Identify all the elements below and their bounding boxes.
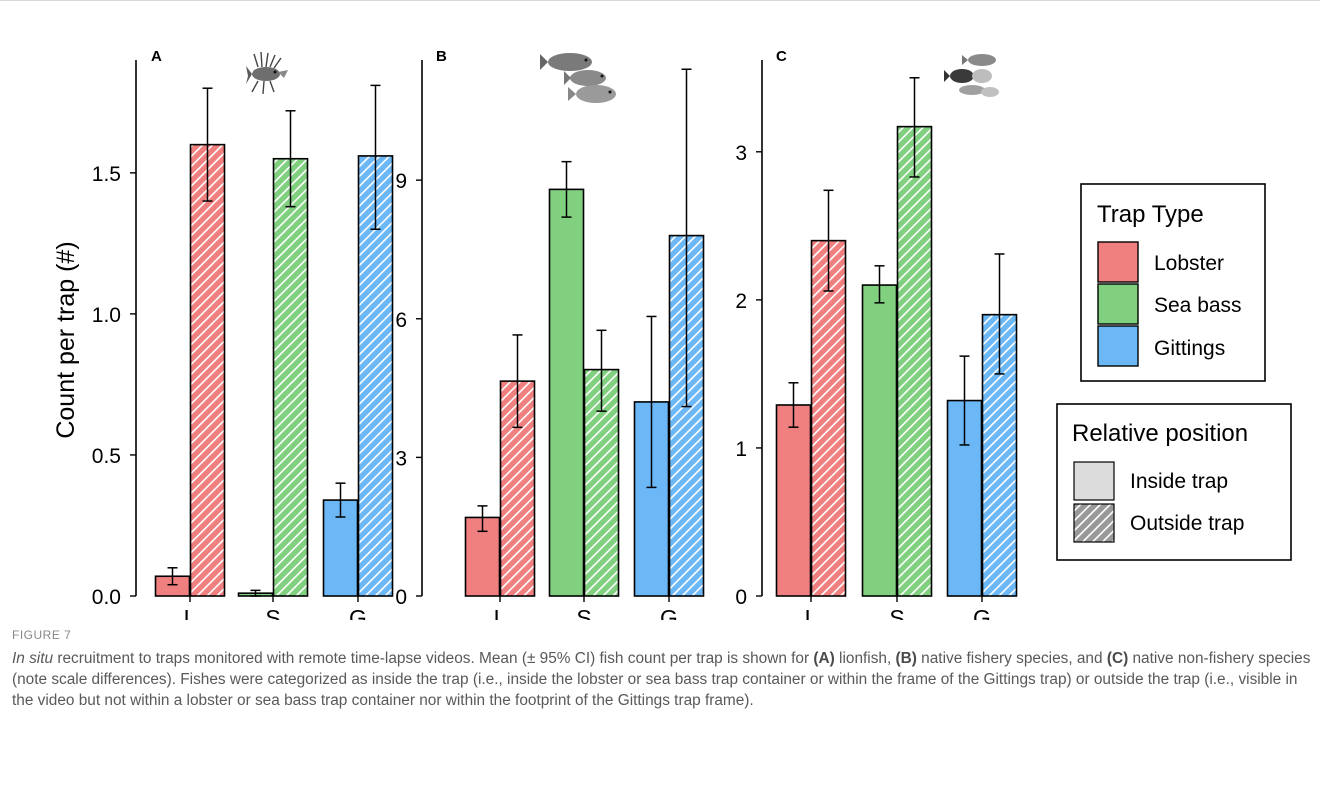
y-axis-title: Count per trap (#)	[52, 241, 80, 438]
caption-ref-a: (A)	[813, 650, 835, 667]
figure-caption: In situ recruitment to traps monitored w…	[12, 648, 1312, 711]
panel-a-xtick-label: S	[265, 605, 280, 620]
panel-c-ytick-label: 1	[735, 438, 747, 461]
panel-c-ytick-label: 3	[735, 142, 747, 165]
panel-c-bar-lobster-inside	[775, 404, 812, 597]
panel-a: A 0.0 0.5 1.0 1.5 L S G	[92, 48, 394, 620]
legend-label-gittings: Gittings	[1154, 337, 1225, 360]
legend-label-lobster: Lobster	[1154, 252, 1224, 275]
panel-c-ytick-label: 2	[735, 290, 747, 313]
legend-relative-position: Relative position Inside trap Outside tr…	[1056, 403, 1292, 561]
panel-c-bar-sea-bass-inside	[861, 284, 898, 597]
panel-a-ytick-label: 0.0	[92, 586, 121, 609]
legend-item-lobster: Lobster	[1097, 241, 1224, 283]
panel-c-xtick-label: G	[973, 605, 991, 620]
panel-b: B 0 3 6 9 L S G	[395, 48, 705, 620]
panel-b-bar-sea-bass-inside	[548, 188, 585, 597]
panel-a-ytick-label: 1.0	[92, 304, 121, 327]
panel-a-ytick-label: 0.5	[92, 445, 121, 468]
legend-item-outside: Outside trap	[1073, 503, 1244, 543]
panel-a-ytick-label: 1.5	[92, 163, 121, 186]
panel-a-label: A	[151, 48, 162, 65]
legend-label-outside: Outside trap	[1130, 512, 1244, 535]
top-rule	[0, 0, 1320, 1]
figure-label: FIGURE 7	[12, 628, 72, 642]
panel-c-xtick-label: S	[889, 605, 904, 620]
caption-ref-c: (C)	[1106, 650, 1129, 667]
panel-b-xtick-label: G	[660, 605, 678, 620]
legend-item-inside: Inside trap	[1073, 461, 1228, 501]
caption-lead-italic: In situ	[12, 650, 54, 667]
caption-part-1: recruitment to traps monitored with remo…	[53, 650, 814, 667]
legend-trap-type-title: Trap Type	[1097, 201, 1204, 228]
panel-a-bar-lobster-outside	[189, 143, 226, 597]
panel-b-label: B	[436, 48, 447, 65]
fishery-species-icon	[540, 53, 616, 103]
caption-part-3: native fishery species, and	[916, 650, 1107, 667]
panel-c-label: C	[776, 48, 787, 65]
non-fishery-species-icon	[944, 54, 999, 97]
panel-b-xtick-label: L	[494, 605, 507, 620]
panel-b-xtick-label: S	[576, 605, 591, 620]
panel-c-bar-sea-bass-outside	[896, 125, 933, 597]
panel-a-bar-sea-bass-outside	[272, 157, 309, 597]
legend-item-gittings: Gittings	[1097, 325, 1225, 367]
panel-c: C 0 1 2 3 L S G	[735, 48, 1018, 620]
panel-b-ytick-label: 3	[395, 447, 407, 470]
legend-label-sea-bass: Sea bass	[1154, 294, 1242, 317]
figure-caption-block: FIGURE 7 In situ recruitment to traps mo…	[12, 628, 1312, 711]
legend-position-title: Relative position	[1072, 420, 1248, 447]
panel-c-xtick-label: L	[805, 605, 818, 620]
caption-ref-b: (B)	[895, 650, 917, 667]
legend-item-sea-bass: Sea bass	[1097, 283, 1242, 325]
panel-b-ytick-label: 6	[395, 309, 407, 332]
figure-chart: Count per trap (#) A 0.0 0.5 1.0 1.5 L S G B 0…	[52, 48, 1292, 620]
caption-part-4: native non-fishery species (note scale d…	[12, 650, 1311, 709]
panel-c-bar-lobster-outside	[810, 239, 847, 597]
panel-c-ytick-label: 0	[735, 586, 747, 609]
legend-label-inside: Inside trap	[1130, 470, 1228, 493]
panel-a-xtick-label: G	[349, 605, 367, 620]
panel-b-ytick-label: 9	[395, 170, 407, 193]
panel-b-ytick-label: 0	[395, 586, 407, 609]
caption-part-2: lionfish,	[834, 650, 896, 667]
panel-a-xtick-label: L	[184, 605, 197, 620]
legend-trap-type: Trap Type Lobster Sea bass Gittings	[1080, 183, 1266, 382]
lionfish-icon	[246, 51, 288, 95]
